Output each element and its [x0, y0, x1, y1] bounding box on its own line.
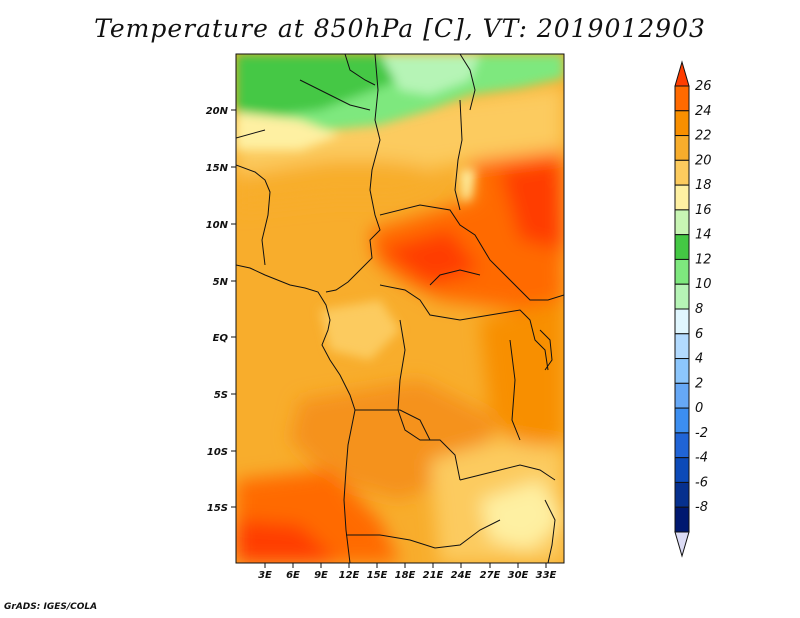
colorbar-swatch	[674, 234, 690, 260]
map-title: Temperature at 850hPa [C], VT: 201901290…	[94, 14, 706, 43]
colorbar-swatch	[674, 407, 690, 434]
colorbar-swatch	[674, 135, 690, 161]
lon-label: 6E	[286, 570, 300, 581]
lat-label: 5N	[213, 277, 229, 288]
colorbar-label: 4	[695, 352, 703, 367]
colorbar-swatch	[674, 209, 690, 236]
temperature-field	[236, 54, 564, 563]
colorbar-swatch	[674, 382, 690, 409]
colorbar-swatch	[674, 258, 690, 285]
colorbar-swatch	[674, 432, 690, 459]
lon-label: 3E	[258, 570, 272, 581]
colorbar-swatch	[674, 85, 690, 112]
colorbar-label: 16	[695, 203, 712, 218]
lon-label: 15E	[367, 570, 388, 581]
colorbar-swatch	[674, 457, 690, 483]
lon-label: 33E	[536, 570, 557, 581]
colorbar-swatch	[674, 283, 690, 310]
lon-label: 24E	[451, 570, 472, 581]
colorbar-label: 24	[695, 104, 712, 119]
colorbar-label: 2	[695, 376, 703, 391]
map-frame	[235, 53, 565, 564]
colorbar-swatch	[674, 159, 690, 186]
lon-label: 12E	[339, 570, 360, 581]
colorbar-label: 10	[695, 277, 712, 292]
lat-label: 5S	[214, 390, 228, 401]
lat-label: 15S	[207, 503, 228, 514]
lat-label: EQ	[213, 333, 229, 344]
colorbar-label: 20	[695, 153, 712, 168]
colorbar-swatch	[674, 110, 690, 137]
colorbar-top-arrow	[674, 60, 690, 87]
colorbar-label: 14	[695, 228, 712, 243]
colorbar-bottom-arrow	[674, 531, 690, 558]
colorbar-swatch	[674, 184, 690, 211]
lon-label: 21E	[423, 570, 444, 581]
colorbar-label: 6	[695, 327, 703, 342]
colorbar-label: -6	[695, 475, 708, 490]
country-borders	[236, 54, 564, 563]
colorbar-label: -2	[695, 426, 708, 441]
lat-ticks	[231, 109, 236, 508]
lon-label: 18E	[395, 570, 416, 581]
colorbar-swatch	[674, 358, 690, 384]
lon-label: 9E	[314, 570, 328, 581]
lat-label: 10N	[206, 220, 229, 231]
colorbar-swatch	[674, 481, 690, 508]
lon-labels: 3E 6E 9E 12E 15E 18E 21E 24E 27E 30E 33E	[258, 570, 556, 581]
colorbar-label: 26	[695, 79, 712, 94]
colorbar-label: 12	[695, 252, 712, 267]
colorbar-swatch	[674, 308, 690, 335]
lat-labels: 20N 15N 10N 5N EQ 5S 10S 15S	[206, 106, 229, 514]
colorbar-swatch	[674, 333, 690, 360]
grads-credit: GrADS: IGES/COLA	[4, 602, 98, 612]
colorbar-label: -8	[695, 500, 708, 515]
colorbar-label: -4	[695, 451, 708, 466]
colorbar-label: 8	[695, 302, 703, 317]
lon-label: 30E	[508, 570, 529, 581]
colorbar-swatch	[674, 506, 690, 533]
lat-label: 20N	[206, 106, 229, 117]
colorbar-label: 0	[695, 401, 703, 416]
lon-label: 27E	[480, 570, 501, 581]
lat-label: 10S	[207, 447, 228, 458]
colorbar-label: 22	[695, 129, 712, 144]
lon-ticks	[264, 563, 547, 568]
colorbar-label: 18	[695, 178, 712, 193]
lat-label: 15N	[206, 163, 229, 174]
